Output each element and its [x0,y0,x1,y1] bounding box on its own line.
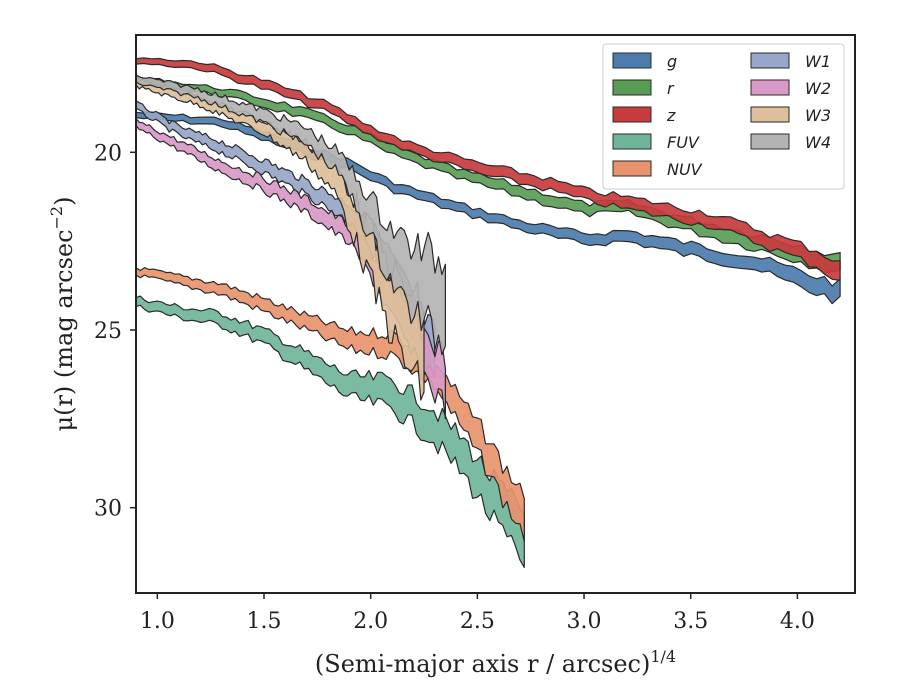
legend-label-w4: W4 [805,133,831,152]
legend: grz FUV NUV W1 W2 W3 W4 [602,43,845,190]
x-axis-label-exponent: 1/4 [650,647,676,666]
legend-swatch-w2 [750,79,790,96]
legend-swatch-w4 [750,133,790,150]
legend-label-nuv: NUV [667,160,703,179]
x-tick-label: 2.5 [460,609,495,634]
x-tick-label: 1.0 [140,609,175,634]
legend-swatch-fuv [612,133,652,150]
x-tick-label: 3.0 [567,609,602,634]
y-tick-label: 25 [94,319,122,344]
legend-label-z: z [666,106,676,125]
series-band-g [136,111,841,305]
x-tick-label: 2.0 [353,609,388,634]
x-axis-label-text: (Semi-major axis r / arcsec) [315,650,650,678]
legend-swatch-r [612,79,652,96]
ticks-layer: 1.0 1.5 2.0 2.5 3.0 3.5 4.0 20 25 30 [94,141,815,634]
x-tick-label: 4.0 [780,609,815,634]
legend-swatch-w3 [750,106,790,123]
legend-swatch-z [612,106,652,123]
x-tick-label: 1.5 [247,609,282,634]
x-tick-label: 3.5 [673,609,708,634]
series-band-w2 [136,118,446,420]
legend-label-w2: W2 [805,79,831,98]
series-band-w4 [136,74,446,356]
legend-label-fuv: FUV [667,133,700,152]
legend-swatch-g [612,52,652,69]
series-band-z [136,57,841,281]
legend-label-w1: W1 [805,52,831,71]
legend-label-w3: W3 [805,106,831,125]
y-tick-label: 30 [94,497,122,522]
series-band-fuv [136,295,525,568]
legend-swatch-nuv [612,160,652,177]
series-band-nuv [136,267,525,542]
series-layer [136,57,841,568]
legend-swatch-w1 [750,52,790,69]
y-axis-label-tail: ) [50,197,78,206]
y-axis-label-text: μ(r) (mag arcsec [50,229,78,431]
y-axis-label: μ(r) (mag arcsec−2) [47,197,78,432]
y-axis-label-exponent: −2 [47,206,66,230]
y-tick-label: 20 [94,141,122,166]
plot-frame [135,34,856,594]
legend-label-g: g [667,52,677,71]
legend-label-r: r [667,79,675,98]
x-axis-label: (Semi-major axis r / arcsec)1/4 [315,647,676,678]
